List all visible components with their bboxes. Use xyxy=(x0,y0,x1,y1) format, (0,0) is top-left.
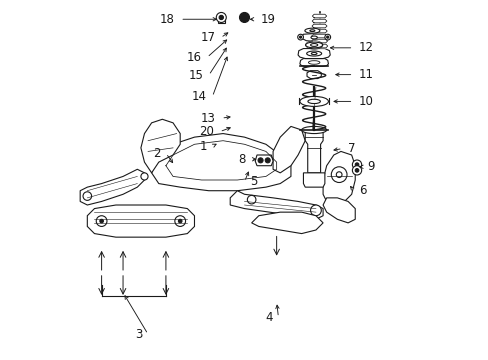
Ellipse shape xyxy=(305,42,322,48)
Ellipse shape xyxy=(306,51,321,56)
Circle shape xyxy=(239,13,249,22)
Circle shape xyxy=(352,160,361,169)
Circle shape xyxy=(178,219,182,223)
Polygon shape xyxy=(300,33,327,41)
Circle shape xyxy=(100,219,103,223)
Circle shape xyxy=(354,168,358,172)
Polygon shape xyxy=(305,130,323,173)
Ellipse shape xyxy=(299,96,328,107)
Text: 16: 16 xyxy=(186,51,201,64)
Circle shape xyxy=(297,34,303,40)
Text: 15: 15 xyxy=(188,69,203,82)
Circle shape xyxy=(175,216,185,226)
Ellipse shape xyxy=(310,44,317,46)
Polygon shape xyxy=(311,44,327,48)
Text: 7: 7 xyxy=(347,142,355,155)
Text: 6: 6 xyxy=(358,184,366,197)
Text: 13: 13 xyxy=(201,112,216,125)
Text: 5: 5 xyxy=(249,175,257,188)
Text: 11: 11 xyxy=(358,68,373,81)
Polygon shape xyxy=(311,19,326,23)
Polygon shape xyxy=(311,29,326,33)
Ellipse shape xyxy=(310,36,317,39)
Polygon shape xyxy=(272,126,305,173)
Text: 8: 8 xyxy=(237,153,244,166)
Polygon shape xyxy=(217,19,224,23)
Polygon shape xyxy=(299,59,328,66)
Circle shape xyxy=(354,163,358,166)
Text: 1: 1 xyxy=(199,140,206,153)
Ellipse shape xyxy=(301,126,326,134)
Ellipse shape xyxy=(307,99,320,104)
Text: 20: 20 xyxy=(199,125,214,138)
Text: 4: 4 xyxy=(265,311,272,324)
Circle shape xyxy=(336,172,341,177)
Circle shape xyxy=(310,205,321,216)
Polygon shape xyxy=(298,49,329,59)
Circle shape xyxy=(326,36,328,38)
Circle shape xyxy=(83,192,91,201)
Polygon shape xyxy=(311,34,326,38)
Text: 2: 2 xyxy=(153,147,160,160)
Text: 10: 10 xyxy=(358,95,373,108)
Polygon shape xyxy=(306,71,321,78)
Circle shape xyxy=(219,15,223,19)
Circle shape xyxy=(96,216,107,226)
Polygon shape xyxy=(251,212,323,234)
Polygon shape xyxy=(255,155,272,166)
Polygon shape xyxy=(311,39,327,43)
Polygon shape xyxy=(151,134,290,191)
Text: 3: 3 xyxy=(135,328,142,341)
Circle shape xyxy=(299,36,301,38)
Polygon shape xyxy=(80,169,144,205)
Ellipse shape xyxy=(308,61,319,64)
Circle shape xyxy=(141,173,148,180)
Polygon shape xyxy=(303,173,324,187)
Circle shape xyxy=(258,158,263,163)
Polygon shape xyxy=(312,14,326,18)
Text: 17: 17 xyxy=(200,31,215,44)
Ellipse shape xyxy=(309,30,314,32)
Text: 14: 14 xyxy=(192,90,206,103)
Circle shape xyxy=(216,13,226,22)
Circle shape xyxy=(324,34,330,40)
Polygon shape xyxy=(323,152,354,205)
Text: 9: 9 xyxy=(367,160,374,173)
Text: 12: 12 xyxy=(358,41,373,54)
Circle shape xyxy=(264,158,270,163)
Ellipse shape xyxy=(304,28,319,33)
Text: 18: 18 xyxy=(160,13,175,26)
Circle shape xyxy=(331,167,346,183)
Text: 19: 19 xyxy=(260,13,275,26)
Polygon shape xyxy=(87,205,194,237)
Polygon shape xyxy=(323,198,354,223)
Ellipse shape xyxy=(311,53,316,55)
Polygon shape xyxy=(141,119,180,173)
Circle shape xyxy=(247,195,255,204)
Circle shape xyxy=(352,166,361,175)
Polygon shape xyxy=(230,191,323,219)
Polygon shape xyxy=(311,24,326,28)
